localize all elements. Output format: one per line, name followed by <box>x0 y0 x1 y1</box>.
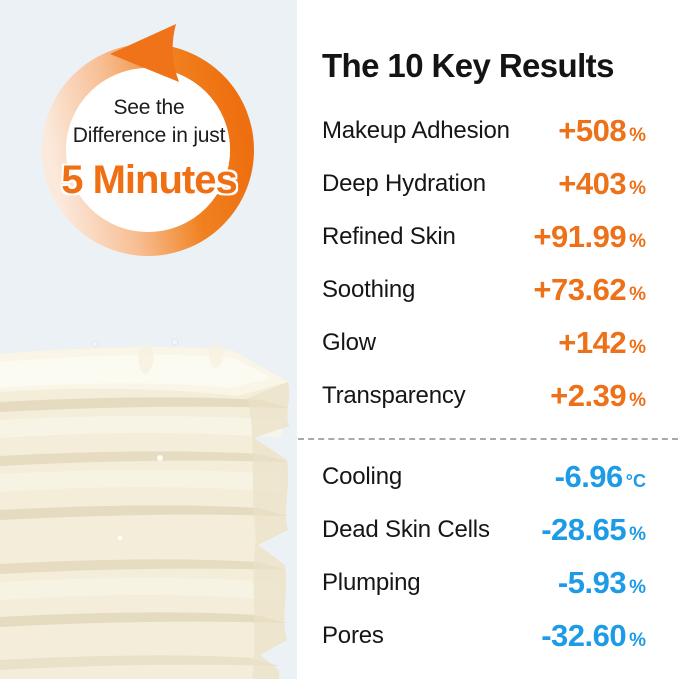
result-row-dead-skin-cells: Dead Skin Cells -28.65% <box>322 512 646 547</box>
result-label: Soothing <box>322 276 416 303</box>
result-label: Refined Skin <box>322 223 456 250</box>
badge-text-5-minutes: 5 Minutes <box>61 158 237 202</box>
badge-text-line2: Difference in just <box>72 124 226 147</box>
five-minutes-badge: See the Difference in just 5 Minutes <box>40 22 258 262</box>
result-row-soothing: Soothing +73.62% <box>322 272 646 307</box>
result-label: Glow <box>322 329 376 356</box>
result-value: +508% <box>558 113 646 148</box>
result-value: +91.99% <box>533 219 646 254</box>
result-row-refined-skin: Refined Skin +91.99% <box>322 219 646 254</box>
result-row-pores: Pores -32.60% <box>322 618 646 653</box>
result-row-makeup-adhesion: Makeup Adhesion +508% <box>322 113 646 148</box>
result-value: -5.93% <box>557 565 646 600</box>
result-value: -28.65% <box>541 512 646 547</box>
cleansing-balm-photo <box>0 338 290 679</box>
result-row-transparency: Transparency +2.39% <box>322 378 646 413</box>
result-row-glow: Glow +142% <box>322 325 646 360</box>
results-panel: The 10 Key Results Makeup Adhesion +508%… <box>297 0 679 679</box>
result-row-deep-hydration: Deep Hydration +403% <box>322 166 646 201</box>
result-label: Makeup Adhesion <box>322 117 510 144</box>
result-row-plumping: Plumping -5.93% <box>322 565 646 600</box>
left-panel: See the Difference in just 5 Minutes <box>0 0 297 679</box>
result-value: +142% <box>558 325 646 360</box>
result-label: Dead Skin Cells <box>322 516 490 543</box>
result-label: Pores <box>322 622 384 649</box>
result-label: Plumping <box>322 569 421 596</box>
page-title: The 10 Key Results <box>322 47 614 84</box>
result-label: Cooling <box>322 463 402 490</box>
result-value: +403% <box>558 166 646 201</box>
result-row-cooling: Cooling -6.96 °C <box>322 459 646 494</box>
dashed-divider <box>298 438 678 440</box>
result-value: +2.39% <box>550 378 646 413</box>
badge-text-line1: See the <box>113 96 185 119</box>
result-value: -6.96 °C <box>554 459 646 494</box>
result-label: Transparency <box>322 382 466 409</box>
result-value: -32.60% <box>541 618 646 653</box>
result-label: Deep Hydration <box>322 170 486 197</box>
result-value: +73.62% <box>533 272 646 307</box>
circular-arrow-icon <box>42 24 254 256</box>
